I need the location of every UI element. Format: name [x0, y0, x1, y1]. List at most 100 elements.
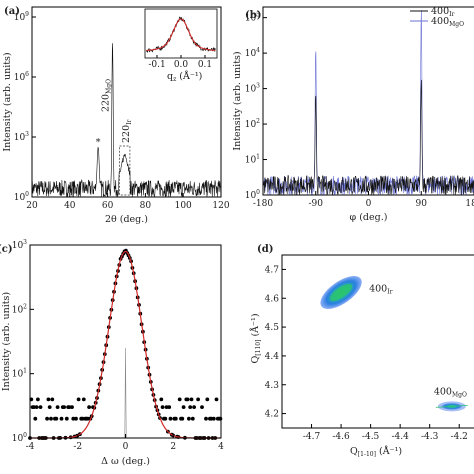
y-tick-label-b: 102 — [245, 118, 260, 130]
x-tick-label-b: 0 — [366, 199, 372, 209]
annotation-220ir: 220Ir — [121, 119, 133, 143]
data-point-c — [87, 405, 91, 409]
data-point-c — [67, 405, 72, 409]
data-point-c — [55, 405, 60, 409]
plot-frame-b — [262, 6, 474, 196]
x-tick-label-b: 90 — [416, 199, 428, 209]
data-point-c — [167, 405, 172, 409]
y-tick-label-b: 104 — [245, 47, 260, 59]
x-tick-label-d: -4.6 — [332, 432, 350, 442]
data-point-c — [81, 397, 86, 402]
data-point-c — [47, 405, 52, 409]
data-point-c — [46, 397, 51, 402]
panel-label-a: (a) — [4, 6, 20, 17]
panel-label-b: (b) — [245, 10, 261, 21]
y-tick-label-b: 105 — [245, 12, 260, 24]
y-tick-label-a: 100 — [14, 191, 29, 203]
plot-frame-c — [29, 244, 222, 439]
data-point-c — [76, 397, 81, 402]
y-tick-label-c: 103 — [12, 239, 27, 251]
data-point-c — [49, 416, 53, 421]
data-point-c — [59, 416, 64, 421]
blob-400mgo-streak — [435, 404, 468, 408]
y-axis-label-b: Intensity (arb. units) — [232, 51, 243, 150]
x-tick-label-c: 0 — [123, 442, 129, 452]
data-point-c — [181, 405, 186, 409]
data-point-c — [180, 416, 185, 421]
inset-fit-line — [146, 18, 216, 52]
data-point-c — [173, 416, 178, 421]
x-tick-label-a: 40 — [64, 201, 76, 211]
y-tick-label-d: 4.5 — [265, 323, 280, 333]
series-line-b-1 — [262, 79, 474, 196]
y-tick-label-d: 4.2 — [265, 410, 279, 420]
y-axis-label-d: Q[110] (Å⁻¹) — [249, 313, 262, 363]
x-tick-label-d: -4.7 — [303, 432, 321, 442]
x-tick-label-a: 60 — [102, 201, 114, 211]
panel-b: -180 -90 0 90 180 100 101 102 103 104 105 φ (deg.) I… — [232, 6, 474, 223]
y-tick-label-b: 103 — [245, 83, 260, 95]
y-tick-label-d: 4.6 — [265, 294, 280, 304]
x-tick-label-b: -180 — [253, 199, 273, 209]
data-point-c — [71, 416, 76, 421]
y-tick-label-a: 109 — [14, 11, 29, 23]
data-point-c — [85, 416, 90, 421]
data-point-c — [32, 405, 36, 409]
data-point-c — [168, 416, 173, 421]
y-tick-label-d: 4.3 — [265, 381, 280, 391]
y-tick-label-b: 101 — [245, 154, 260, 166]
x-tick-label-d: -4.3 — [421, 432, 439, 442]
x-tick-label-d: -4.5 — [362, 432, 380, 442]
data-point-c — [164, 405, 169, 409]
data-point-c — [159, 397, 164, 402]
data-point-c — [64, 416, 69, 421]
data-point-c — [177, 397, 182, 402]
data-point-c — [205, 397, 210, 402]
y-tick-label-c: 101 — [12, 368, 27, 380]
data-point-c — [204, 416, 208, 421]
data-point-c — [33, 416, 38, 421]
x-axis-label-c: Δ ω (deg.) — [101, 456, 150, 467]
data-point-c — [190, 416, 195, 421]
data-point-c — [50, 397, 55, 402]
inset-x-tick-label: 0.0 — [174, 60, 189, 70]
legend-label-b-0: 400Ir — [431, 6, 455, 18]
y-tick-label-c: 100 — [12, 432, 27, 444]
plot-frame-a — [31, 6, 222, 198]
y-axis-label-c: Intensity (arb. units) — [1, 292, 12, 391]
y-tick-label-b: 100 — [245, 189, 260, 201]
data-point-c — [185, 397, 190, 402]
data-point-c — [34, 405, 39, 409]
inset-x-tick-label: 0.1 — [198, 60, 212, 70]
data-point-c — [189, 397, 194, 402]
data-point-c — [36, 397, 40, 402]
x-tick-label-b: -90 — [309, 199, 324, 209]
label-400mgo: 400MgO — [434, 386, 467, 398]
legend-label-b-1: 400MgO — [431, 16, 464, 28]
data-point-c — [38, 405, 43, 409]
panel-c: -4 -2 0 2 4 100 101 102 103 Δ ω (deg.) Intensity (… — [0, 239, 224, 467]
inset-x-tick-label: -0.1 — [148, 60, 165, 70]
data-point-c — [74, 416, 78, 421]
narrow-component-c — [124, 347, 127, 439]
x-tick-label-a: 80 — [140, 201, 152, 211]
annotation-star: * — [96, 137, 101, 148]
data-point-c — [200, 405, 204, 409]
y-tick-label-d: 4.4 — [265, 352, 280, 362]
zoom-box — [119, 145, 131, 196]
inset-x-axis-label: qz (Å⁻¹) — [167, 70, 202, 83]
x-tick-label-d: -4.4 — [391, 432, 409, 442]
data-point-c — [160, 405, 165, 409]
series-line-a — [31, 43, 222, 198]
panel-a: 20 40 60 80 100 120 100 103 106 109 2θ (deg.) Inten… — [2, 6, 230, 225]
inset-frame — [144, 8, 218, 59]
data-point-c — [209, 416, 214, 421]
data-point-c — [192, 405, 197, 409]
y-tick-label-c: 102 — [12, 303, 27, 315]
y-tick-label-d: 4.7 — [265, 265, 280, 275]
label-400ir: 400Ir — [369, 283, 393, 295]
annotation-220mgo: 220MgO — [101, 79, 113, 112]
x-tick-label-c: 4 — [218, 442, 224, 452]
panel-d: 400Ir 400MgO -4.7 -4.6 -4.5 -4.4 -4.3 -4.2 4.2 4.… — [249, 244, 474, 458]
